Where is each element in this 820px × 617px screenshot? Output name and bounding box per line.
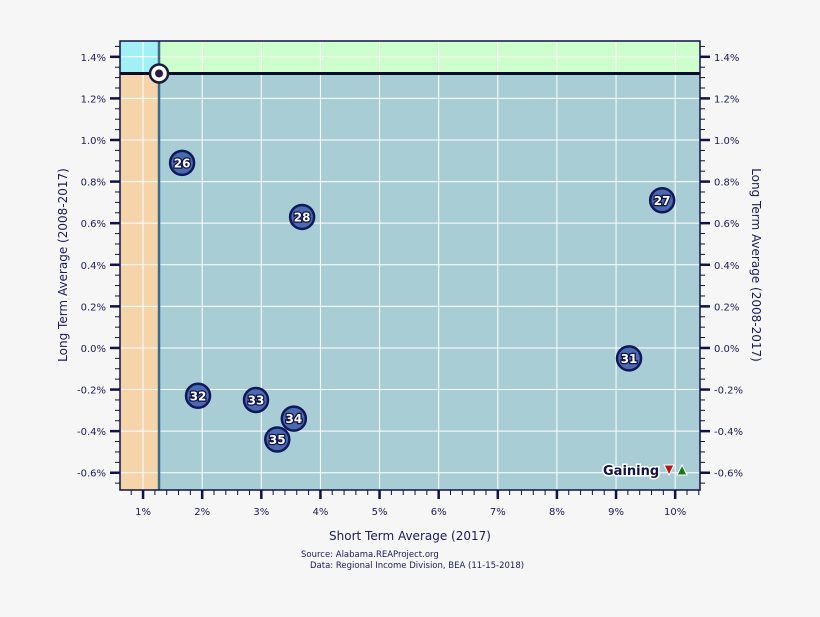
data-point-label: 32 (190, 389, 207, 403)
reference-marker-dot (155, 69, 164, 78)
y-tick-label-right: -0.4% (714, 427, 743, 438)
y-tick-label-right: 1.0% (714, 136, 739, 147)
data-point-label: 26 (174, 156, 191, 170)
y-tick-label: 0.2% (81, 302, 106, 313)
y-tick-label-right: -0.6% (714, 469, 743, 480)
legend: Gaining (602, 463, 688, 481)
y-tick-label: 0.6% (81, 219, 106, 230)
y-tick-label-right: 0.8% (714, 178, 739, 189)
y-tick-label: 0.0% (81, 344, 106, 355)
data-point-label: 35 (269, 433, 286, 447)
x-tick-label: 6% (431, 507, 447, 518)
data-point-label: 34 (285, 412, 302, 426)
data-point-marker (615, 345, 643, 372)
y-axis-label-right: Long Term Average (2008-2017) (749, 168, 763, 362)
quadrant-bottom-left (120, 73, 160, 490)
x-tick-label: 8% (549, 507, 565, 518)
data-point: 26 (168, 149, 196, 177)
x-tick-label: 4% (312, 507, 328, 518)
down-arrow-icon (663, 464, 675, 477)
data-point-label: 33 (248, 393, 265, 407)
y-tick-label: 0.8% (81, 178, 106, 189)
plot-area: 1% 2% 3% 4% 5% 6% 7% 8% 9% 10% 1.4% 1.4% 1.2% 1.2% 1.0… (77, 40, 743, 518)
x-axis-label: Short Term Average (2017) (329, 529, 491, 543)
data-point: 28 (288, 203, 316, 231)
y-tick-label-right: 1.2% (714, 94, 739, 105)
x-tick-label: 2% (194, 507, 210, 518)
data-point: 31 (615, 345, 643, 372)
y-tick-label-right: 0.4% (714, 261, 739, 272)
data-point-label: 28 (294, 210, 311, 224)
data-point-marker (288, 203, 316, 231)
x-tick-label: 1% (135, 507, 151, 518)
data-source-text: Data: Regional Income Division, BEA (11-… (310, 561, 524, 571)
y-tick-label-right: -0.2% (714, 386, 743, 397)
y-tick-label-right: 1.4% (714, 53, 739, 64)
data-point-marker (242, 386, 270, 414)
data-point-marker (168, 149, 196, 177)
legend-label: Gaining (603, 464, 659, 479)
y-tick-label: 1.0% (81, 136, 106, 147)
data-point-marker (184, 382, 212, 410)
data-point-marker (280, 405, 308, 432)
y-tick-label-right: 0.0% (714, 344, 739, 355)
source-text: Source: Alabama.REAProject.org (301, 550, 439, 560)
y-tick-label: 0.4% (81, 261, 106, 272)
y-tick-label: -0.2% (77, 386, 106, 397)
x-tick-label: 5% (372, 507, 388, 518)
y-tick-label: -0.4% (77, 427, 106, 438)
x-tick-label: 7% (490, 507, 506, 518)
y-tick-label: -0.6% (77, 469, 106, 480)
data-point: 27 (648, 187, 676, 214)
up-arrow-icon (676, 463, 688, 476)
y-tick-label: 1.4% (81, 53, 106, 64)
y-tick-label: 1.2% (81, 94, 106, 105)
x-tick-label: 9% (608, 507, 624, 518)
y-tick-label-right: 0.2% (714, 302, 739, 313)
quadrant-bottom-right (159, 73, 700, 490)
data-point-marker (648, 187, 676, 214)
data-point-marker (264, 426, 291, 453)
y-axis-label: Long Term Average (2008-2017) (56, 168, 70, 362)
x-tick-label: 10% (664, 507, 686, 518)
y-tick-label-right: 0.6% (714, 219, 739, 230)
x-tick-label: 3% (253, 507, 269, 518)
data-point: 32 (184, 382, 212, 410)
data-point: 33 (242, 386, 270, 414)
data-point-label: 27 (654, 194, 671, 208)
data-point: 35 (264, 426, 291, 453)
data-point-label: 31 (621, 352, 638, 366)
data-point: 34 (280, 405, 308, 432)
